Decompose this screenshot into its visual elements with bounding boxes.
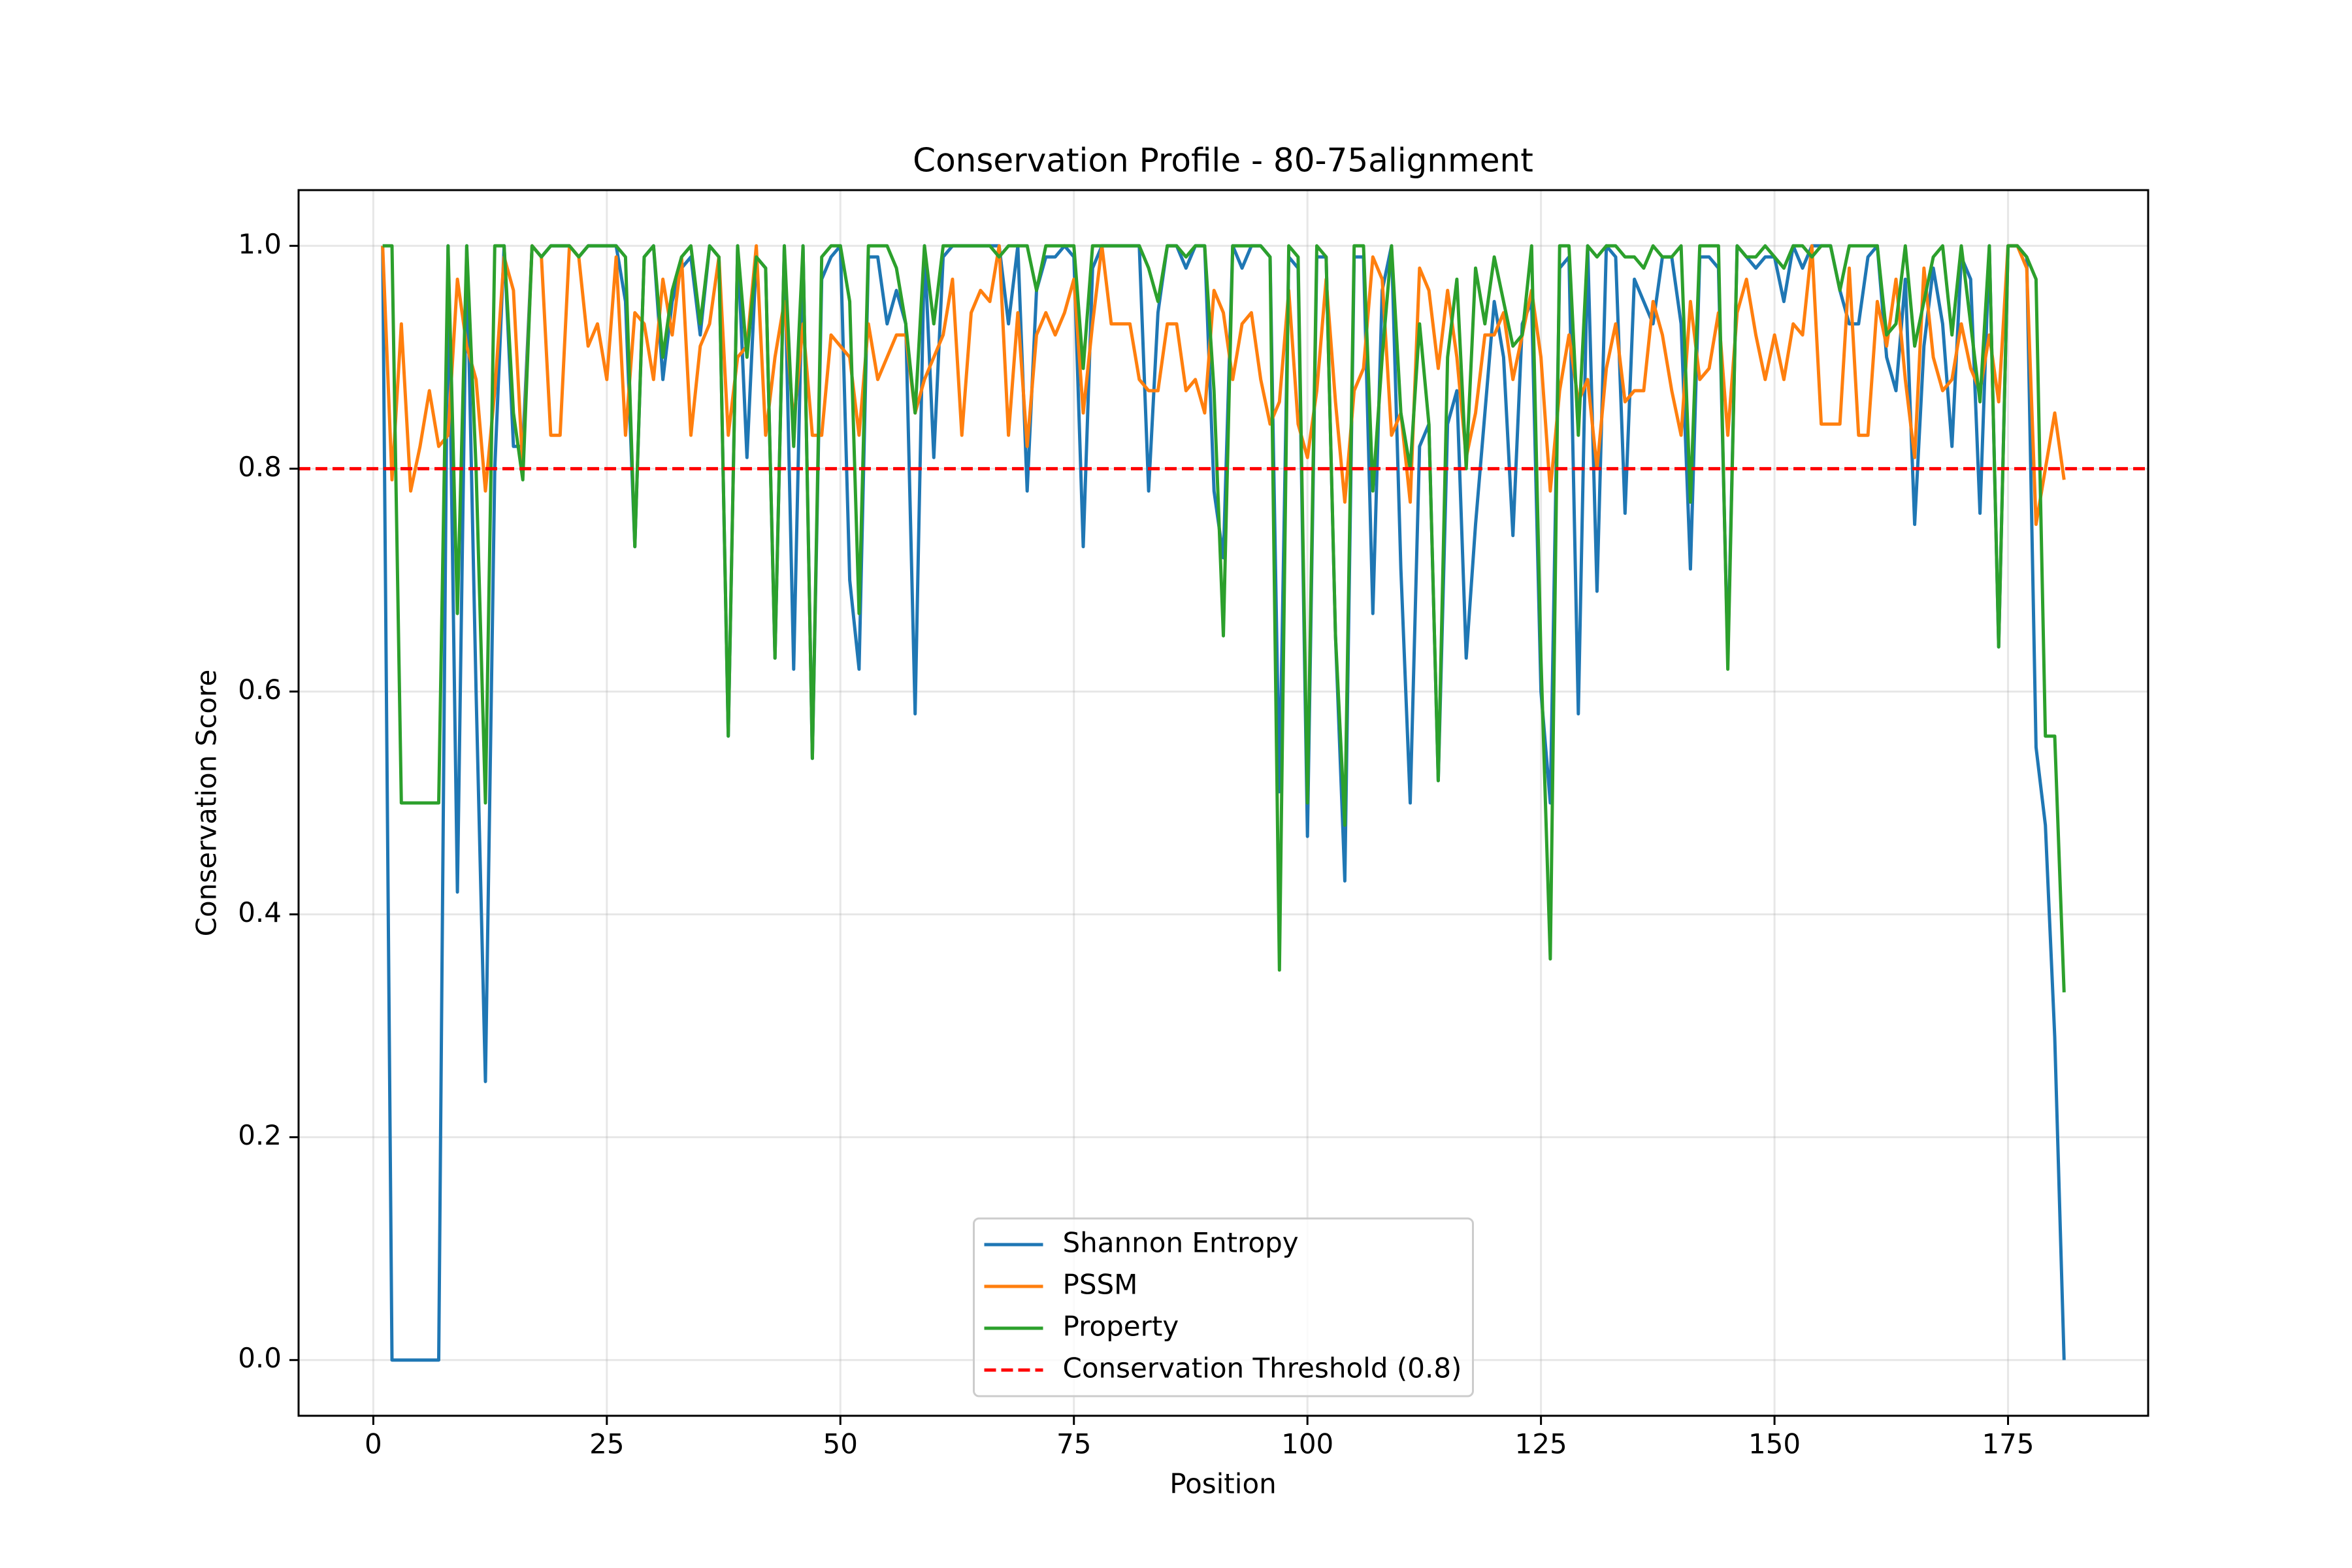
x-tick-label: 50 bbox=[823, 1428, 858, 1460]
y-tick-label: 0.2 bbox=[238, 1119, 282, 1151]
legend-box bbox=[973, 1217, 1474, 1397]
y-tick-label: 1.0 bbox=[238, 228, 282, 260]
y-tick-label: 0.0 bbox=[238, 1342, 282, 1374]
x-tick-label: 0 bbox=[365, 1428, 382, 1460]
x-tick-label: 125 bbox=[1515, 1428, 1567, 1460]
x-tick-label: 150 bbox=[1748, 1428, 1801, 1460]
chart-title: Conservation Profile - 80-75alignment bbox=[913, 142, 1533, 180]
x-axis-label: Position bbox=[1169, 1468, 1277, 1500]
legend-label: Conservation Threshold (0.8) bbox=[1063, 1352, 1462, 1384]
y-tick-label: 0.4 bbox=[238, 896, 282, 928]
plot-frame bbox=[297, 189, 2149, 1417]
series-line bbox=[382, 244, 2066, 992]
y-tick-label: 0.8 bbox=[238, 451, 282, 483]
x-tick-label: 175 bbox=[1982, 1428, 2034, 1460]
legend-label: PSSM bbox=[1063, 1269, 1138, 1301]
y-tick-label: 0.6 bbox=[238, 674, 282, 706]
x-tick-label: 25 bbox=[589, 1428, 624, 1460]
legend-label: Property bbox=[1063, 1311, 1179, 1343]
legend-label: Shannon Entropy bbox=[1063, 1227, 1299, 1259]
series-line bbox=[381, 244, 2066, 1362]
x-tick-label: 75 bbox=[1056, 1428, 1091, 1460]
series-line bbox=[381, 244, 2066, 527]
x-tick-label: 100 bbox=[1281, 1428, 1333, 1460]
y-axis-label: Conservation Score bbox=[191, 670, 223, 937]
